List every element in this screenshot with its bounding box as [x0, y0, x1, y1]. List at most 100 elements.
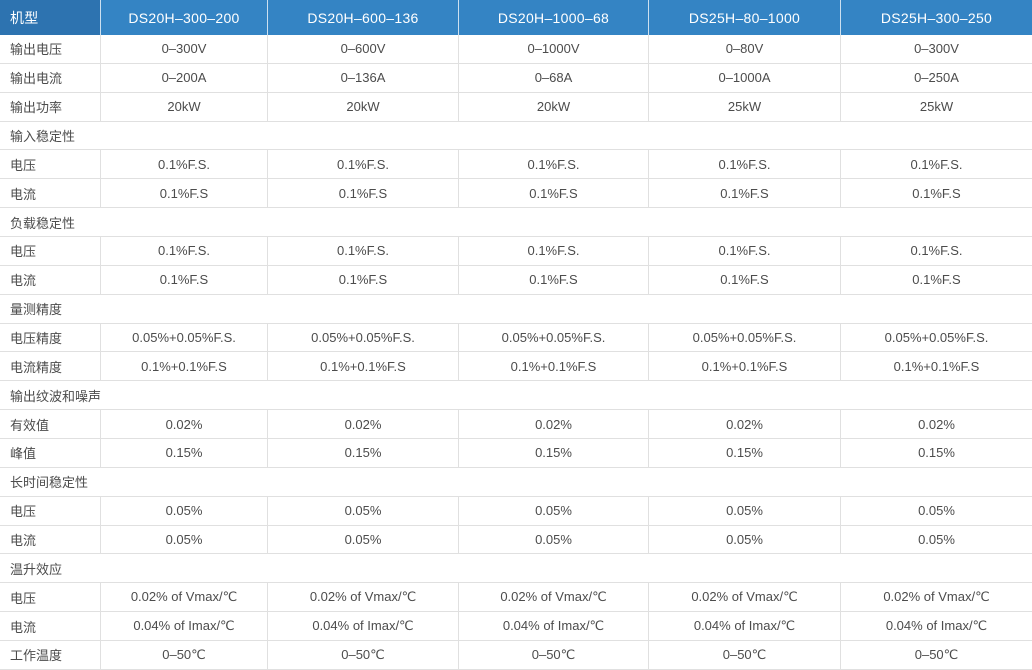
table-row: 电压 0.05% 0.05% 0.05% 0.05% 0.05% — [0, 495, 1032, 525]
spec-cell: 20kW — [267, 92, 458, 121]
section-row: 长时间稳定性 — [0, 466, 1032, 496]
spec-cell: 25kW — [840, 92, 1032, 121]
spec-cell: 0.05% — [267, 496, 458, 525]
header-column-1: DS20H–600–136 — [267, 0, 458, 35]
spec-cell: 0–80V — [648, 35, 840, 63]
section-label: 长时间稳定性 — [10, 475, 89, 491]
spec-cell: 0–136A — [267, 63, 458, 92]
spec-cell: 0.05% — [100, 496, 267, 525]
row-label: 峰值 — [10, 446, 37, 462]
row-label: 工作温度 — [10, 648, 63, 664]
section-label: 温升效应 — [10, 561, 63, 577]
spec-cell: 0.1%F.S — [458, 179, 648, 208]
header-column-2: DS20H–1000–68 — [458, 0, 648, 35]
header-column-0: DS20H–300–200 — [100, 0, 267, 35]
spec-cell: 0.1%F.S. — [267, 237, 458, 265]
spec-cell: 0.1%+0.1%F.S — [458, 352, 648, 381]
table-row: 电流 0.04% of Imax/℃ 0.04% of Imax/℃ 0.04% of… — [0, 611, 1032, 641]
spec-cell: 0.05% — [458, 525, 648, 554]
table-row: 工作温度 0–50℃ 0–50℃ 0–50℃ 0–50℃ 0–50℃ — [0, 640, 1032, 669]
section-row: 量测精度 — [0, 293, 1032, 323]
spec-cell: 0.1%+0.1%F.S — [648, 352, 840, 381]
spec-cell: 0.02% — [267, 410, 458, 439]
spec-cell: 0.1%F.S — [840, 265, 1032, 294]
spec-cell: 0.04% of Imax/℃ — [267, 612, 458, 641]
spec-cell: 0–600V — [267, 35, 458, 63]
row-label: 电流 — [10, 533, 37, 549]
spec-cell: 0.02% of Vmax/℃ — [458, 583, 648, 612]
spec-cell: 0.05% — [840, 525, 1032, 554]
spec-cell: 0.02% of Vmax/℃ — [100, 583, 267, 612]
spec-cell: 0.1%F.S. — [100, 150, 267, 179]
spec-cell: 0.05% — [840, 496, 1032, 525]
row-label: 电流 — [10, 186, 37, 202]
spec-cell: 0–50℃ — [267, 641, 458, 669]
spec-cell: 0.02% — [458, 410, 648, 439]
header-column-3: DS25H–80–1000 — [648, 0, 840, 35]
row-label: 输出功率 — [10, 100, 63, 116]
spec-cell: 0.1%F.S — [100, 265, 267, 294]
spec-cell: 0.1%F.S. — [840, 237, 1032, 265]
table-header-row: 机型 DS20H–300–200 DS20H–600–136 DS20H–1000–… — [0, 0, 1032, 35]
spec-cell: 0–1000V — [458, 35, 648, 63]
spec-cell: 0.05% — [648, 496, 840, 525]
table-row: 输出电流 0–200A 0–136A 0–68A 0–1000A 0–250A — [0, 62, 1032, 92]
table-row: 输出功率 20kW 20kW 20kW 25kW 25kW — [0, 91, 1032, 121]
spec-cell: 0.1%+0.1%F.S — [100, 352, 267, 381]
section-label: 输出纹波和噪声 — [10, 388, 102, 404]
spec-cell: 0.15% — [648, 439, 840, 467]
table-row: 电流 0.1%F.S 0.1%F.S 0.1%F.S 0.1%F.S 0.1%F.S — [0, 178, 1032, 208]
row-label: 电压 — [10, 590, 37, 606]
table-row: 有效值 0.02% 0.02% 0.02% 0.02% 0.02% — [0, 409, 1032, 439]
spec-cell: 0.1%F.S. — [267, 150, 458, 179]
section-label: 负载稳定性 — [10, 215, 76, 231]
spec-cell: 0–50℃ — [840, 641, 1032, 669]
spec-cell: 0.15% — [100, 439, 267, 467]
spec-cell: 0.02% of Vmax/℃ — [267, 583, 458, 612]
spec-cell: 0.1%F.S. — [648, 150, 840, 179]
spec-cell: 0.1%F.S — [648, 179, 840, 208]
spec-cell: 0.05% — [267, 525, 458, 554]
spec-cell: 0.02% — [100, 410, 267, 439]
section-label: 输入稳定性 — [10, 129, 76, 144]
spec-cell: 0.1%F.S — [267, 265, 458, 294]
row-label: 输出电压 — [10, 42, 63, 58]
section-row: 负载稳定性 — [0, 207, 1032, 237]
row-label: 输出电流 — [10, 71, 63, 87]
table-row: 输出电压 0–300V 0–600V 0–1000V 0–80V 0–300V — [0, 35, 1032, 63]
spec-cell: 0.04% of Imax/℃ — [840, 612, 1032, 641]
spec-cell: 0.1%F.S — [267, 179, 458, 208]
spec-cell: 0.1%F.S. — [648, 237, 840, 265]
spec-cell: 25kW — [648, 92, 840, 121]
spec-cell: 0.15% — [458, 439, 648, 467]
row-label: 电流 — [10, 619, 37, 635]
spec-cell: 20kW — [458, 92, 648, 121]
header-model-label: 机型 — [0, 0, 100, 35]
spec-cell: 0.02% — [648, 410, 840, 439]
spec-cell: 0.04% of Imax/℃ — [648, 612, 840, 641]
spec-cell: 0.1%F.S. — [840, 150, 1032, 179]
row-label: 电压精度 — [10, 331, 63, 347]
section-label: 量测精度 — [10, 302, 63, 318]
spec-cell: 0.05%+0.05%F.S. — [840, 323, 1032, 352]
spec-cell: 0–250A — [840, 63, 1032, 92]
spec-cell: 0–200A — [100, 63, 267, 92]
row-label: 电流 — [10, 273, 37, 289]
row-label: 电压 — [10, 504, 37, 520]
table-row: 电流 0.1%F.S 0.1%F.S 0.1%F.S 0.1%F.S 0.1%F.S — [0, 264, 1032, 294]
spec-cell: 0–50℃ — [458, 641, 648, 669]
spec-cell: 0.05%+0.05%F.S. — [458, 323, 648, 352]
table-row: 电流精度 0.1%+0.1%F.S 0.1%+0.1%F.S 0.1%+0.1%F.S… — [0, 351, 1032, 381]
spec-cell: 0.05% — [648, 525, 840, 554]
spec-cell: 0.1%F.S. — [458, 237, 648, 265]
table-row: 电压精度 0.05%+0.05%F.S. 0.05%+0.05%F.S. 0.05%+… — [0, 322, 1032, 352]
spec-cell: 0–50℃ — [100, 641, 267, 669]
spec-cell: 0.1%F.S — [458, 265, 648, 294]
spec-cell: 0.1%F.S. — [100, 237, 267, 265]
spec-cell: 0–68A — [458, 63, 648, 92]
row-label: 电压 — [10, 244, 37, 260]
spec-cell: 0.04% of Imax/℃ — [100, 612, 267, 641]
spec-cell: 0–1000A — [648, 63, 840, 92]
section-row: 温升效应 — [0, 553, 1032, 583]
